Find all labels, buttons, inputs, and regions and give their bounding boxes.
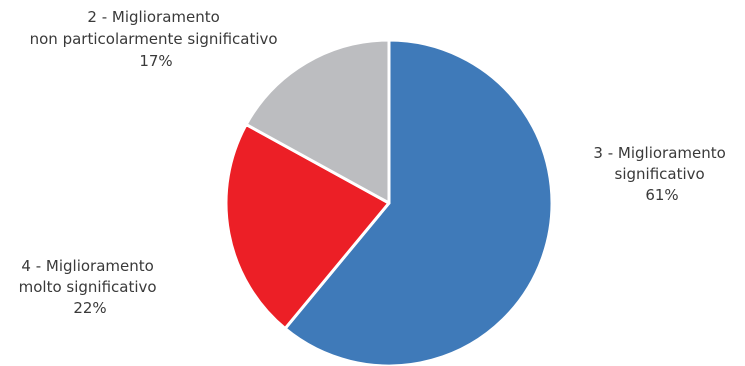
slice-label-miglioramento-molto-significativo: 4 - Miglioramento molto significativo 22… (19, 257, 162, 317)
slice-label-line: non particolarmente significativo (30, 30, 278, 48)
slice-value-label: 22% (73, 299, 106, 317)
slice-label-miglioramento-non-particolarmente-significativo: 2 - Miglioramento non particolarmente si… (30, 8, 283, 70)
pie-slice-22-percent (224, 122, 391, 331)
slice-label-line: 4 - Miglioramento (21, 257, 153, 275)
slice-value-label: 17% (139, 52, 172, 70)
slice-label-miglioramento-significativo: 3 - Miglioramento significativo 61% (593, 144, 730, 204)
pie-slices (224, 38, 554, 366)
slice-value-label: 61% (645, 186, 678, 204)
pie-slice-17-percent (244, 38, 391, 205)
slice-label-line: 3 - Miglioramento (593, 144, 725, 162)
pie-slice-61-percent (283, 38, 554, 366)
slice-label-line: molto significativo (19, 278, 157, 296)
slice-label-line: significativo (615, 165, 705, 183)
slice-label-line: 2 - Miglioramento (87, 8, 219, 26)
